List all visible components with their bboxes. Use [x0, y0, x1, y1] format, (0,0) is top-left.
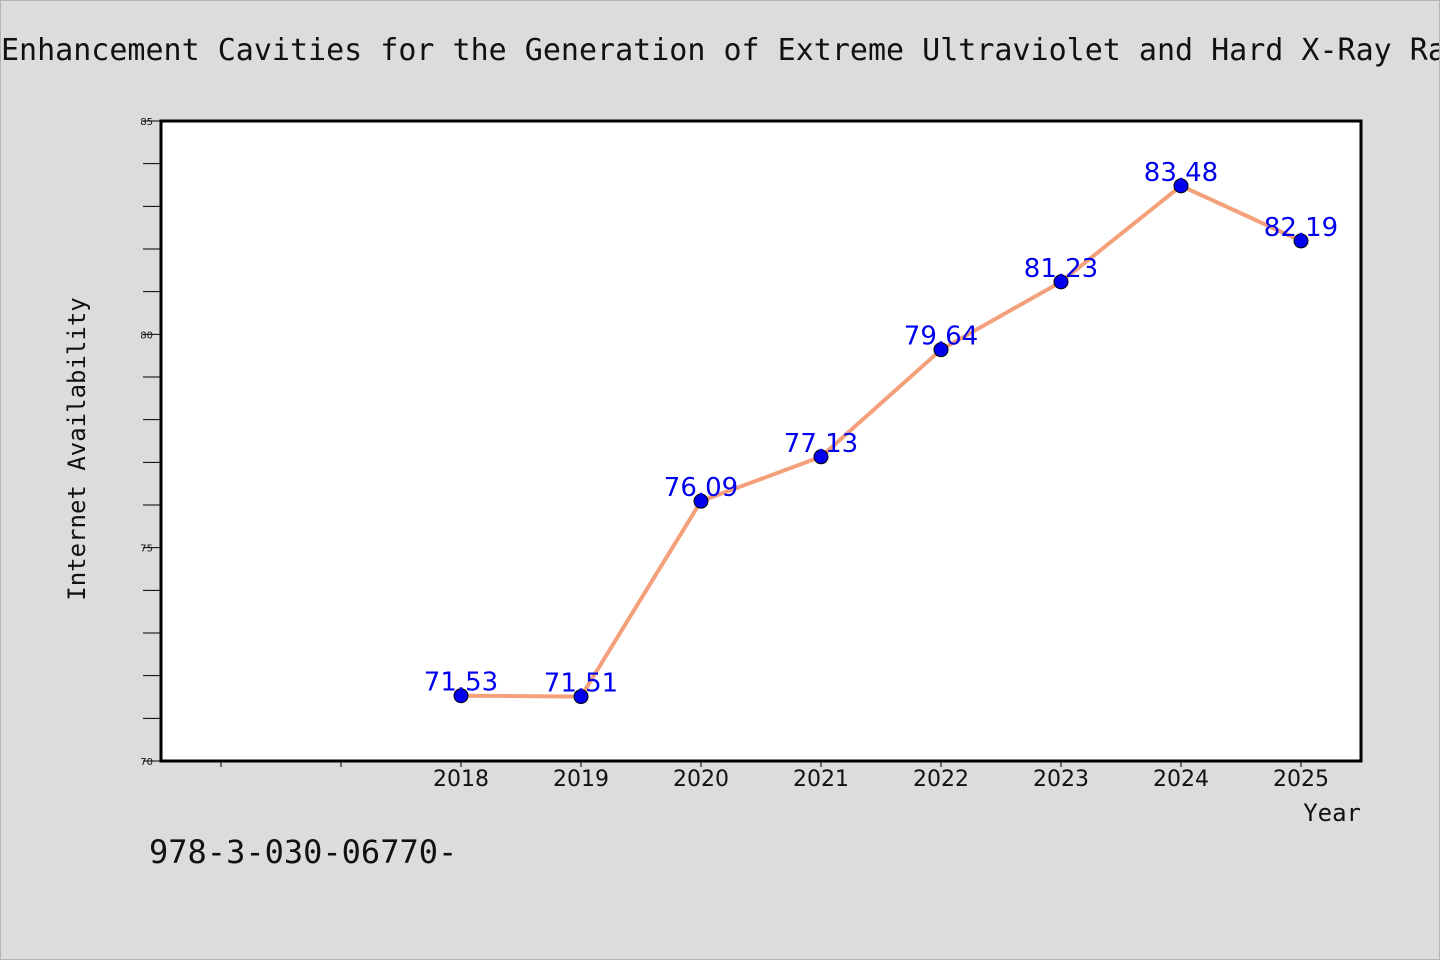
markers-group [453, 178, 1309, 705]
x-tick-label: 2025 [1273, 767, 1329, 792]
data-label: 71.51 [544, 669, 618, 699]
data-label: 76.09 [664, 473, 738, 503]
data-point [693, 493, 709, 509]
x-tick-label: 2021 [793, 767, 849, 792]
data-point [813, 449, 829, 465]
footnote-text: 978-3-030-06770- [149, 833, 458, 871]
x-tick-label: 2024 [1153, 767, 1209, 792]
data-label: 79.64 [904, 322, 978, 352]
data-label: 71.53 [424, 668, 498, 698]
series-line-group [460, 183, 1302, 699]
data-label: 83.48 [1144, 158, 1218, 188]
data-point [573, 689, 589, 705]
series-line [460, 183, 1302, 699]
x-tick-label: 2023 [1033, 767, 1089, 792]
data-point [1053, 274, 1069, 290]
chart-title: Enhancement Cavities for the Generation … [1, 33, 1440, 68]
x-tick-label: 2020 [673, 767, 729, 792]
y-tick-label: 85 [140, 117, 153, 128]
data-point [1293, 233, 1309, 249]
y-tick-label: 75 [140, 544, 153, 555]
data-point [1173, 178, 1189, 194]
x-axis: 2018 2019 2020 2021 2022 2023 2024 2025 [220, 761, 1329, 792]
x-axis-label: Year [1303, 799, 1361, 827]
y-axis: 70 75 80 85 [140, 117, 161, 768]
data-point [453, 688, 469, 704]
data-point [933, 342, 949, 358]
x-tick-label: 2022 [913, 767, 969, 792]
data-label: 81.23 [1024, 254, 1098, 284]
y-tick-label: 70 [140, 757, 153, 768]
y-axis-label: Internet Availability [63, 297, 91, 600]
data-label: 82.19 [1264, 213, 1338, 243]
x-tick-label: 2018 [433, 767, 489, 792]
plot-area [159, 119, 1363, 763]
data-labels-group: 71.53 71.51 76.09 77.13 79.64 81.23 83.48 82.19 [424, 158, 1338, 699]
x-tick-label: 2019 [553, 767, 609, 792]
y-tick-label: 80 [140, 330, 153, 341]
data-label: 77.13 [784, 429, 858, 459]
